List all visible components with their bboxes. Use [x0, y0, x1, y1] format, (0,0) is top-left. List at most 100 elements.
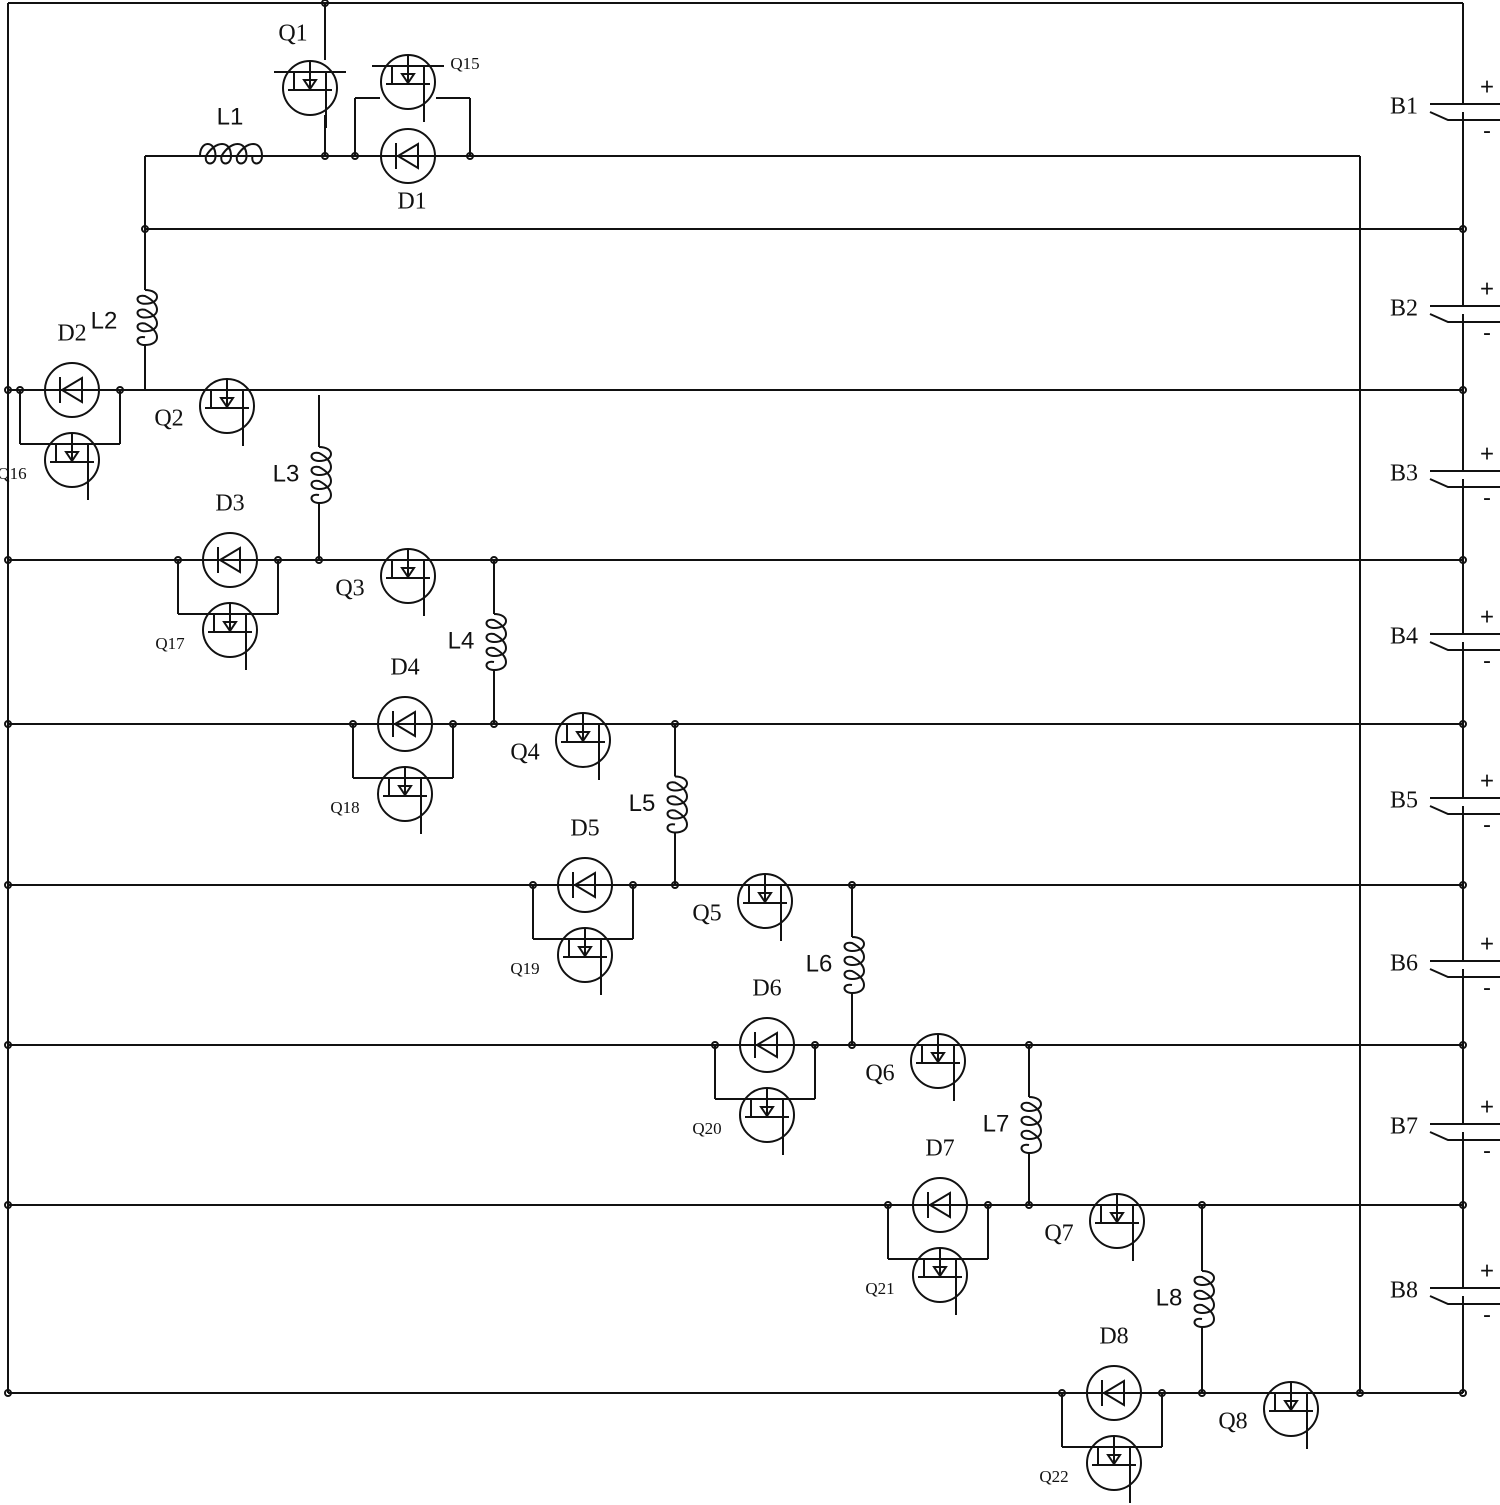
battery-gap [1455, 961, 1471, 969]
battery-plate [1429, 478, 1500, 488]
battery-gap [1455, 1124, 1471, 1132]
label: - [1483, 484, 1491, 511]
label: L3 [273, 460, 300, 487]
junction [4, 1389, 12, 1397]
mosfet-body [202, 602, 258, 658]
label: D3 [215, 491, 244, 517]
label: D1 [397, 189, 426, 215]
label: Q21 [865, 1279, 894, 1298]
battery-plate [1429, 968, 1500, 978]
label: B2 [1390, 296, 1418, 322]
label: D6 [752, 976, 781, 1002]
label: L2 [91, 307, 118, 334]
label: B6 [1390, 951, 1418, 977]
diode-triangle [396, 142, 419, 170]
mosfet-arrow [222, 621, 238, 633]
mosfet-arrow [757, 892, 773, 904]
junction [490, 556, 498, 564]
junction [349, 720, 357, 728]
battery-gap [1455, 1288, 1471, 1296]
label: D8 [1099, 1324, 1128, 1350]
mosfet-body [555, 712, 611, 768]
junction [351, 152, 359, 160]
label: Q6 [865, 1061, 894, 1087]
mosfet-arrow [759, 1106, 775, 1118]
label: Q20 [692, 1119, 721, 1138]
label: B5 [1390, 788, 1418, 814]
mosfet-body [737, 873, 793, 929]
junction [671, 720, 679, 728]
label: Q15 [450, 54, 479, 73]
label: Q17 [155, 634, 185, 653]
label: + [1480, 767, 1494, 794]
mosfet-body [910, 1033, 966, 1089]
junction [1198, 1201, 1206, 1209]
junction [116, 386, 124, 394]
label: L1 [217, 103, 244, 130]
junction [274, 556, 282, 564]
label: - [1483, 1301, 1491, 1328]
label: + [1480, 275, 1494, 302]
mosfet-body [282, 60, 338, 116]
junction [629, 881, 637, 889]
mosfet-body [380, 548, 436, 604]
inductor-coil [1193, 1270, 1215, 1329]
diode-triangle [393, 710, 416, 738]
junction [4, 720, 12, 728]
junction [1158, 1389, 1166, 1397]
label: Q22 [1039, 1467, 1068, 1486]
label: L8 [1156, 1284, 1183, 1311]
diode-triangle [218, 546, 241, 574]
mosfet-arrow [930, 1052, 946, 1064]
mosfet-arrow [400, 73, 416, 85]
label: L4 [448, 627, 475, 654]
mosfet-body [377, 766, 433, 822]
junction [529, 881, 537, 889]
label: Q2 [154, 406, 183, 432]
label: D5 [570, 816, 599, 842]
junction [1459, 1389, 1467, 1397]
label: - [1483, 647, 1491, 674]
inductor-coil [666, 775, 688, 834]
label: Q19 [510, 959, 539, 978]
battery-plate [1429, 1295, 1500, 1305]
label: Q8 [1218, 1409, 1247, 1435]
label: Q1 [278, 21, 307, 47]
junction [4, 1201, 12, 1209]
diode-triangle [573, 871, 596, 899]
label: B1 [1390, 94, 1418, 120]
label: D7 [925, 1136, 954, 1162]
junction [1058, 1389, 1066, 1397]
label: D4 [390, 655, 419, 681]
junction [4, 1041, 12, 1049]
junction [16, 386, 24, 394]
label: B3 [1390, 461, 1418, 487]
junction [449, 720, 457, 728]
diode-triangle [755, 1031, 778, 1059]
mosfet-body [1089, 1193, 1145, 1249]
battery-gap [1455, 306, 1471, 314]
mosfet-arrow [302, 79, 318, 91]
label: D2 [57, 321, 86, 347]
battery-gap [1455, 798, 1471, 806]
battery-plate [1429, 641, 1500, 651]
junction [141, 225, 149, 233]
mosfet-body [380, 54, 436, 110]
junction [174, 556, 182, 564]
mosfet-arrow [400, 567, 416, 579]
junction [321, 0, 329, 7]
mosfet-body [1086, 1435, 1142, 1491]
junction [1459, 225, 1467, 233]
junction [1459, 556, 1467, 564]
mosfet-arrow [397, 785, 413, 797]
junction [4, 386, 12, 394]
junction [1356, 1389, 1364, 1397]
inductor-coil [843, 936, 865, 995]
label: + [1480, 1093, 1494, 1120]
junction [711, 1041, 719, 1049]
mosfet-arrow [1106, 1454, 1122, 1466]
mosfet-arrow [219, 397, 235, 409]
junction [321, 152, 329, 160]
label: - [1483, 811, 1491, 838]
